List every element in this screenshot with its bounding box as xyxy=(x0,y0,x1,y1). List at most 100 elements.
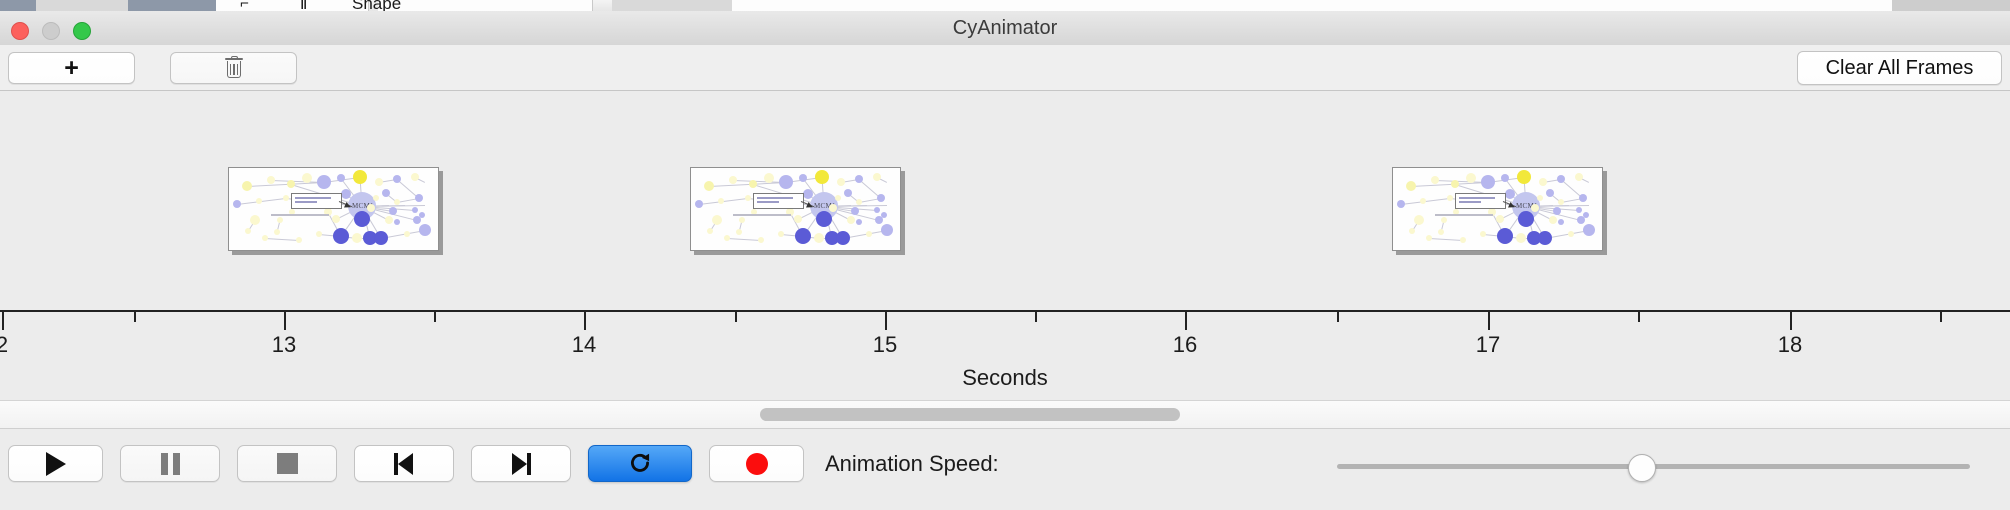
network-node xyxy=(816,211,832,227)
network-node xyxy=(394,219,400,225)
axis-tick-minor xyxy=(1337,312,1339,322)
play-button[interactable] xyxy=(8,445,103,482)
annotation-text xyxy=(1435,214,1493,216)
network-node xyxy=(352,233,362,243)
stop-button[interactable] xyxy=(237,445,337,482)
network-node xyxy=(1517,170,1531,184)
network-node xyxy=(296,237,302,243)
network-node xyxy=(779,175,793,189)
network-node xyxy=(256,198,262,204)
bg-glyph-icon: Ⅱ xyxy=(300,0,308,11)
network-node xyxy=(1397,200,1405,208)
tooltip-text-line xyxy=(295,201,317,203)
scrollbar-thumb[interactable] xyxy=(760,408,1180,421)
network-node xyxy=(1488,208,1496,216)
network-node xyxy=(389,207,397,215)
pause-button[interactable] xyxy=(120,445,220,482)
network-node xyxy=(411,173,419,181)
traffic-light-group xyxy=(11,22,91,40)
network-node xyxy=(707,228,713,234)
axis-tick-minor xyxy=(134,312,136,322)
network-node xyxy=(353,170,367,184)
bg-chunk xyxy=(612,0,733,11)
frame-thumbnail-2[interactable]: MCM1 xyxy=(690,167,905,255)
network-node xyxy=(367,204,375,212)
bg-chunk xyxy=(216,0,295,11)
network-node xyxy=(874,207,880,213)
network-node xyxy=(825,231,839,245)
network-node xyxy=(382,189,390,197)
skip-to-start-button[interactable] xyxy=(354,445,454,482)
network-node xyxy=(233,200,241,208)
network-node xyxy=(1577,216,1585,224)
axis-line xyxy=(0,310,2010,312)
network-node xyxy=(1453,209,1459,215)
network-node xyxy=(262,235,268,241)
network-node xyxy=(1583,224,1595,236)
axis-tick-minor xyxy=(1638,312,1640,322)
frame-toolbar: + Clear All Frames xyxy=(0,45,2010,91)
slider-thumb[interactable] xyxy=(1627,454,1656,482)
bg-chunk xyxy=(128,0,216,11)
title-bar[interactable]: CyAnimator xyxy=(0,11,2010,46)
annotation-text xyxy=(733,214,791,216)
node-tooltip xyxy=(753,193,804,209)
bg-glyph-icon: ⌐ xyxy=(240,0,249,11)
network-node xyxy=(317,175,331,189)
frames-strip[interactable]: MCM1 MCM1 MCM1 xyxy=(0,91,2010,310)
trash-icon xyxy=(224,56,244,80)
network-node xyxy=(267,176,275,184)
bg-chunk xyxy=(0,0,36,11)
axis-tick-label: 15 xyxy=(872,332,898,357)
bg-chunk xyxy=(942,0,1363,11)
network-node xyxy=(287,180,295,188)
animation-speed-slider[interactable] xyxy=(1337,453,1970,483)
timeline-scrollbar[interactable] xyxy=(0,400,2010,429)
network-node xyxy=(803,189,813,199)
network-node xyxy=(385,216,393,224)
timeline-panel[interactable]: MCM1 MCM1 MCM1 2 13 14 15 16 17 18 Seconds xyxy=(0,91,2010,400)
network-node xyxy=(712,215,722,225)
network-node xyxy=(1539,178,1547,186)
background-app-strip: ⌐ Ⅱ Shape xyxy=(0,0,2010,11)
network-node xyxy=(354,211,370,227)
frame-thumbnail-3[interactable]: MCM1 xyxy=(1392,167,1607,255)
skip-to-end-button[interactable] xyxy=(471,445,571,482)
minimize-button[interactable] xyxy=(42,22,60,40)
axis-tick-minor xyxy=(1940,312,1942,322)
axis-tick-label: 2 xyxy=(0,332,9,357)
delete-frame-button[interactable] xyxy=(170,52,297,84)
network-node xyxy=(412,207,418,213)
network-node xyxy=(1406,181,1416,191)
add-frame-button[interactable]: + xyxy=(8,52,135,84)
frame-thumbnail-1[interactable]: MCM1 xyxy=(228,167,443,255)
clear-all-frames-button[interactable]: Clear All Frames xyxy=(1797,51,2002,85)
plus-icon: + xyxy=(64,53,79,82)
network-node xyxy=(1466,173,1476,183)
network-edge xyxy=(1428,238,1464,241)
network-node xyxy=(873,173,881,181)
zoom-button[interactable] xyxy=(73,22,91,40)
network-node xyxy=(724,235,730,241)
axis-tick-minor xyxy=(1035,312,1037,322)
network-node xyxy=(1583,212,1589,218)
network-node xyxy=(245,228,251,234)
network-node xyxy=(749,180,757,188)
network-node xyxy=(695,200,703,208)
network-node xyxy=(1518,211,1534,227)
record-button[interactable] xyxy=(709,445,804,482)
network-node xyxy=(758,237,764,243)
network-graph: MCM1 xyxy=(229,168,438,250)
network-node xyxy=(729,176,737,184)
network-node xyxy=(836,231,850,245)
network-node xyxy=(1553,207,1561,215)
network-graph: MCM1 xyxy=(691,168,900,250)
network-node xyxy=(1481,175,1495,189)
network-node xyxy=(751,209,757,215)
skip-forward-icon xyxy=(510,452,532,475)
network-node xyxy=(337,174,345,182)
close-button[interactable] xyxy=(11,22,29,40)
network-node xyxy=(855,175,863,183)
network-node xyxy=(302,173,312,183)
loop-button[interactable] xyxy=(588,445,692,482)
